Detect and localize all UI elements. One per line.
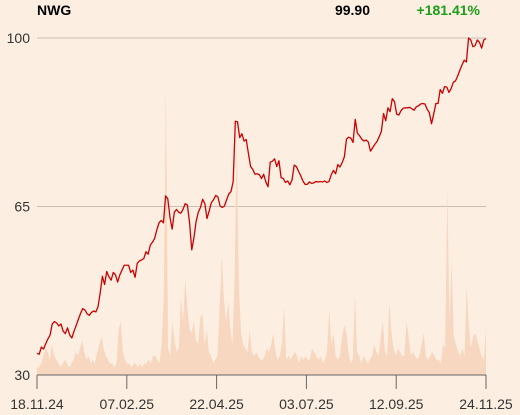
ticker-symbol: NWG	[37, 2, 71, 18]
current-price: 99.90	[335, 2, 370, 18]
volume-area	[37, 88, 486, 375]
x-tick-label: 24.11.25	[459, 396, 513, 412]
y-axis-labels: 30 65 100	[7, 30, 31, 383]
gridlines	[37, 37, 486, 207]
x-tick-label: 07.02.25	[100, 396, 155, 412]
volume-area-path	[37, 88, 486, 375]
x-tick-label: 12.09.25	[369, 396, 424, 412]
x-tick-label: 03.07.25	[279, 396, 334, 412]
x-axis	[36, 374, 487, 389]
price-change-percent: +181.41%	[417, 2, 481, 18]
price-series	[36, 37, 487, 355]
x-tick-label: 22.04.25	[189, 396, 244, 412]
y-tick-label: 30	[14, 367, 30, 383]
price-line	[36, 37, 487, 355]
x-axis-labels: 18.11.24 07.02.25 22.04.25 03.07.25 12.09.25…	[10, 396, 513, 412]
x-tick-label: 18.11.24	[10, 396, 64, 412]
y-tick-label: 100	[7, 30, 31, 46]
y-tick-label: 65	[14, 199, 30, 215]
